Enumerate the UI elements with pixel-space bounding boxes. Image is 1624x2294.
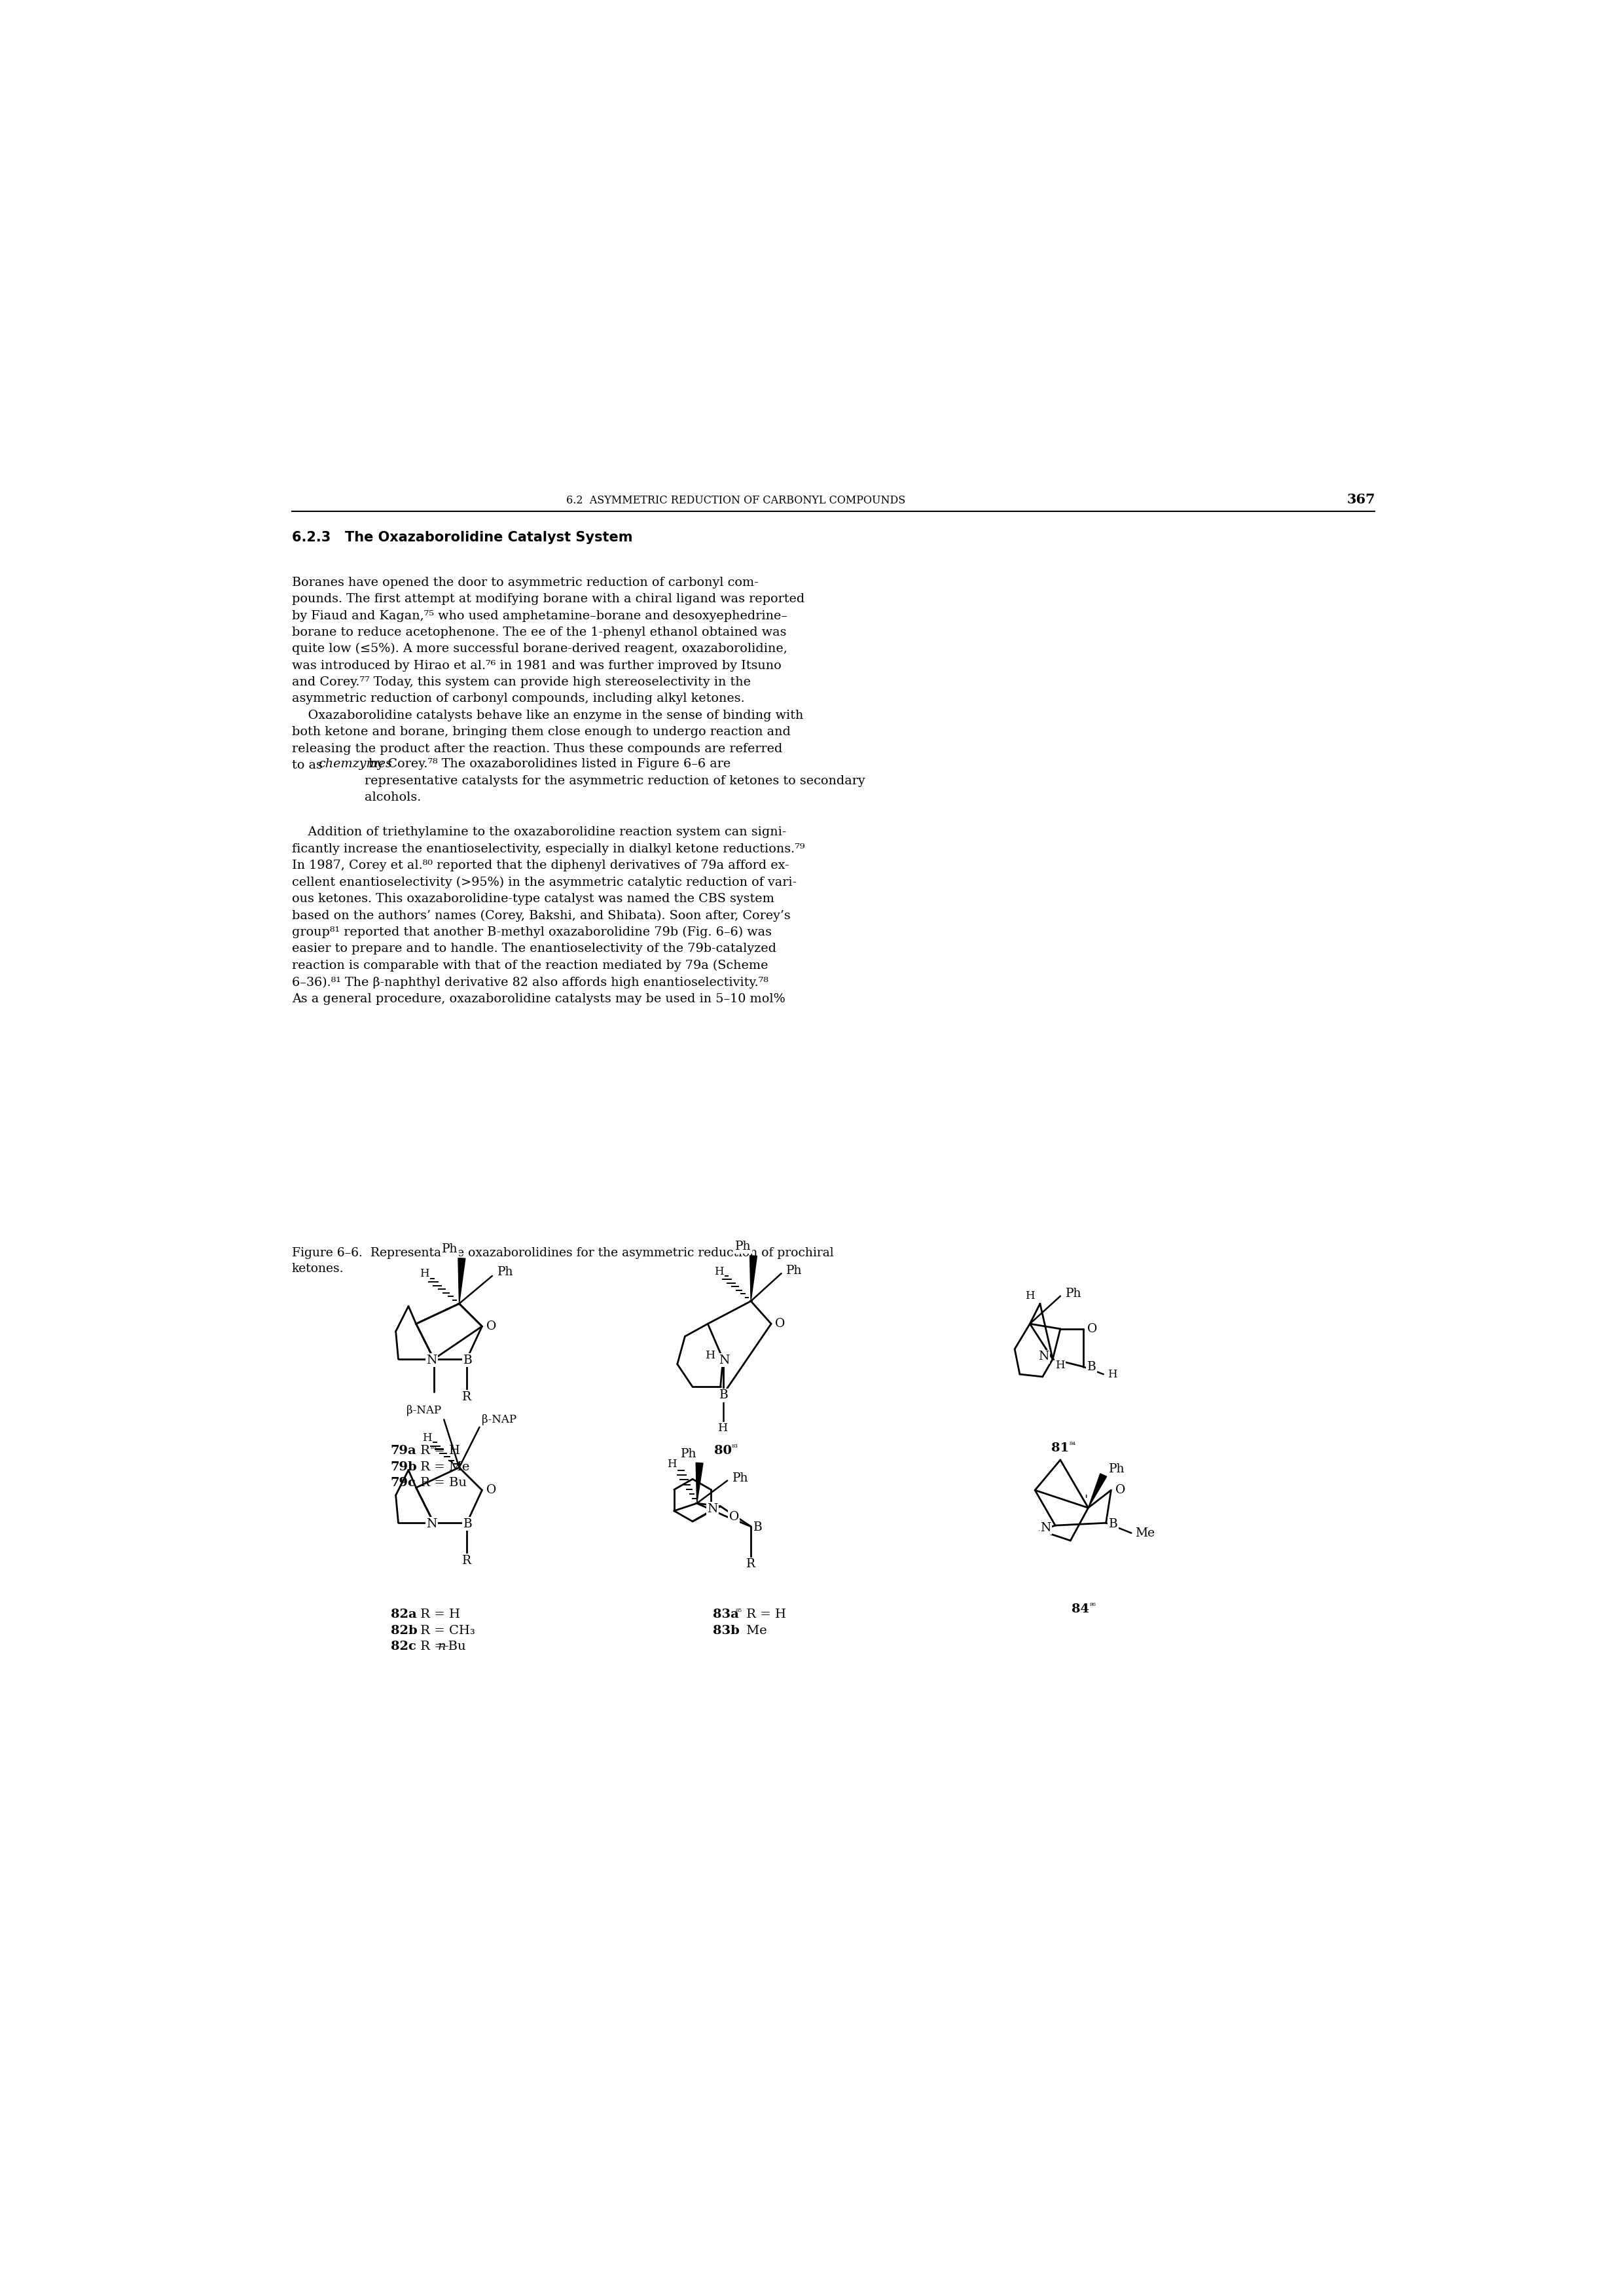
Polygon shape bbox=[458, 1257, 464, 1303]
Text: 80: 80 bbox=[715, 1445, 732, 1457]
Text: 367: 367 bbox=[1346, 493, 1376, 505]
Text: R = H: R = H bbox=[416, 1608, 460, 1620]
Text: 83a: 83a bbox=[713, 1608, 739, 1620]
Text: Me: Me bbox=[742, 1624, 767, 1636]
Text: B: B bbox=[719, 1390, 729, 1402]
Text: B: B bbox=[463, 1519, 473, 1530]
Text: R = Bu: R = Bu bbox=[416, 1477, 466, 1489]
Text: N: N bbox=[1038, 1351, 1049, 1363]
Text: ⁸⁵: ⁸⁵ bbox=[736, 1608, 742, 1617]
Text: 82b: 82b bbox=[391, 1624, 417, 1636]
Text: H: H bbox=[1056, 1360, 1065, 1372]
Text: N: N bbox=[1041, 1523, 1051, 1535]
Text: n: n bbox=[437, 1640, 445, 1652]
Polygon shape bbox=[750, 1255, 757, 1301]
Text: R: R bbox=[463, 1390, 471, 1404]
Text: B: B bbox=[1086, 1360, 1096, 1372]
Text: O: O bbox=[486, 1484, 495, 1496]
Text: ⁸³: ⁸³ bbox=[430, 1445, 437, 1454]
Text: H: H bbox=[667, 1459, 677, 1470]
Text: O: O bbox=[729, 1512, 739, 1523]
Text: O: O bbox=[1116, 1484, 1125, 1496]
Text: 82c: 82c bbox=[391, 1640, 416, 1652]
Text: Ph: Ph bbox=[1109, 1464, 1124, 1475]
Text: N: N bbox=[706, 1503, 718, 1514]
Text: R =: R = bbox=[416, 1640, 448, 1652]
Text: Addition of triethylamine to the oxazaborolidine reaction system can signi-
fica: Addition of triethylamine to the oxazabo… bbox=[292, 826, 804, 1005]
Text: ⁸⁶: ⁸⁶ bbox=[1090, 1601, 1096, 1610]
Text: Figure 6–6.  Representative oxazaborolidines for the asymmetric reduction of pro: Figure 6–6. Representative oxazaborolidi… bbox=[292, 1248, 833, 1275]
Text: 82a: 82a bbox=[391, 1608, 417, 1620]
Text: H: H bbox=[1025, 1292, 1034, 1301]
Text: Oxazaborolidine catalysts behave like an enzyme in the sense of binding with
bot: Oxazaborolidine catalysts behave like an… bbox=[292, 709, 804, 771]
Text: R = H: R = H bbox=[416, 1445, 460, 1457]
Text: R: R bbox=[747, 1558, 755, 1569]
Text: Ph: Ph bbox=[680, 1448, 697, 1459]
Text: 6.2.3   The Oxazaborolidine Catalyst System: 6.2.3 The Oxazaborolidine Catalyst Syste… bbox=[292, 530, 632, 544]
Text: H: H bbox=[422, 1434, 432, 1443]
Text: 84: 84 bbox=[1072, 1604, 1090, 1615]
Text: R = H: R = H bbox=[742, 1608, 786, 1620]
Polygon shape bbox=[697, 1464, 703, 1503]
Text: B: B bbox=[1109, 1519, 1117, 1530]
Text: N: N bbox=[719, 1353, 729, 1365]
Text: N: N bbox=[427, 1353, 437, 1365]
Text: N: N bbox=[427, 1519, 437, 1530]
Text: 83b: 83b bbox=[713, 1624, 739, 1636]
Text: by Corey.⁷⁸ The oxazaborolidines listed in Figure 6–6 are
representative catalys: by Corey.⁷⁸ The oxazaborolidines listed … bbox=[365, 759, 866, 803]
Text: Ph: Ph bbox=[1065, 1287, 1082, 1298]
Text: O: O bbox=[1086, 1324, 1098, 1335]
Text: O: O bbox=[775, 1319, 786, 1331]
Text: ⁸⁴: ⁸⁴ bbox=[1070, 1441, 1077, 1450]
Text: R = CH₃: R = CH₃ bbox=[416, 1624, 474, 1636]
Text: -Bu: -Bu bbox=[443, 1640, 466, 1652]
Text: 81: 81 bbox=[1051, 1443, 1069, 1454]
Text: β-NAP: β-NAP bbox=[406, 1404, 442, 1415]
Text: H: H bbox=[421, 1269, 429, 1280]
Text: Me: Me bbox=[1135, 1528, 1155, 1539]
Text: B: B bbox=[463, 1353, 473, 1365]
Text: 79c: 79c bbox=[391, 1477, 416, 1489]
Text: Ph: Ph bbox=[442, 1243, 458, 1255]
Text: chemzymes: chemzymes bbox=[318, 759, 391, 771]
Text: O: O bbox=[486, 1321, 495, 1333]
Text: H: H bbox=[705, 1349, 715, 1360]
Polygon shape bbox=[1088, 1473, 1106, 1507]
Text: Ph: Ph bbox=[732, 1473, 749, 1484]
Text: H: H bbox=[715, 1266, 724, 1278]
Text: 79a: 79a bbox=[391, 1445, 417, 1457]
Text: Ph: Ph bbox=[734, 1241, 750, 1253]
Text: β-NAP: β-NAP bbox=[482, 1413, 516, 1425]
Text: H: H bbox=[1108, 1370, 1117, 1379]
Text: R: R bbox=[463, 1555, 471, 1567]
Text: Ph: Ph bbox=[786, 1264, 802, 1278]
Text: ⁸³: ⁸³ bbox=[731, 1443, 739, 1452]
Text: H: H bbox=[718, 1422, 728, 1434]
Text: 79b: 79b bbox=[391, 1461, 417, 1473]
Text: Boranes have opened the door to asymmetric reduction of carbonyl com-
pounds. Th: Boranes have opened the door to asymmetr… bbox=[292, 576, 804, 704]
Text: 6.2  ASYMMETRIC REDUCTION OF CARBONYL COMPOUNDS: 6.2 ASYMMETRIC REDUCTION OF CARBONYL COM… bbox=[567, 496, 905, 505]
Text: ': ' bbox=[1083, 1493, 1088, 1507]
Text: B: B bbox=[754, 1521, 762, 1532]
Text: R = Me: R = Me bbox=[416, 1461, 469, 1473]
Text: Ph: Ph bbox=[497, 1266, 513, 1278]
